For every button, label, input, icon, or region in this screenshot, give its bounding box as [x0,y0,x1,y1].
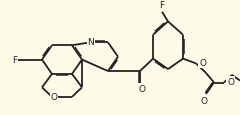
Text: O: O [227,77,234,86]
Text: O: O [138,84,145,93]
Text: F: F [159,1,165,10]
Text: F: F [12,56,17,65]
Text: N: N [88,38,94,46]
Text: O: O [200,96,208,105]
Text: O: O [50,93,58,101]
Text: O: O [199,58,206,67]
